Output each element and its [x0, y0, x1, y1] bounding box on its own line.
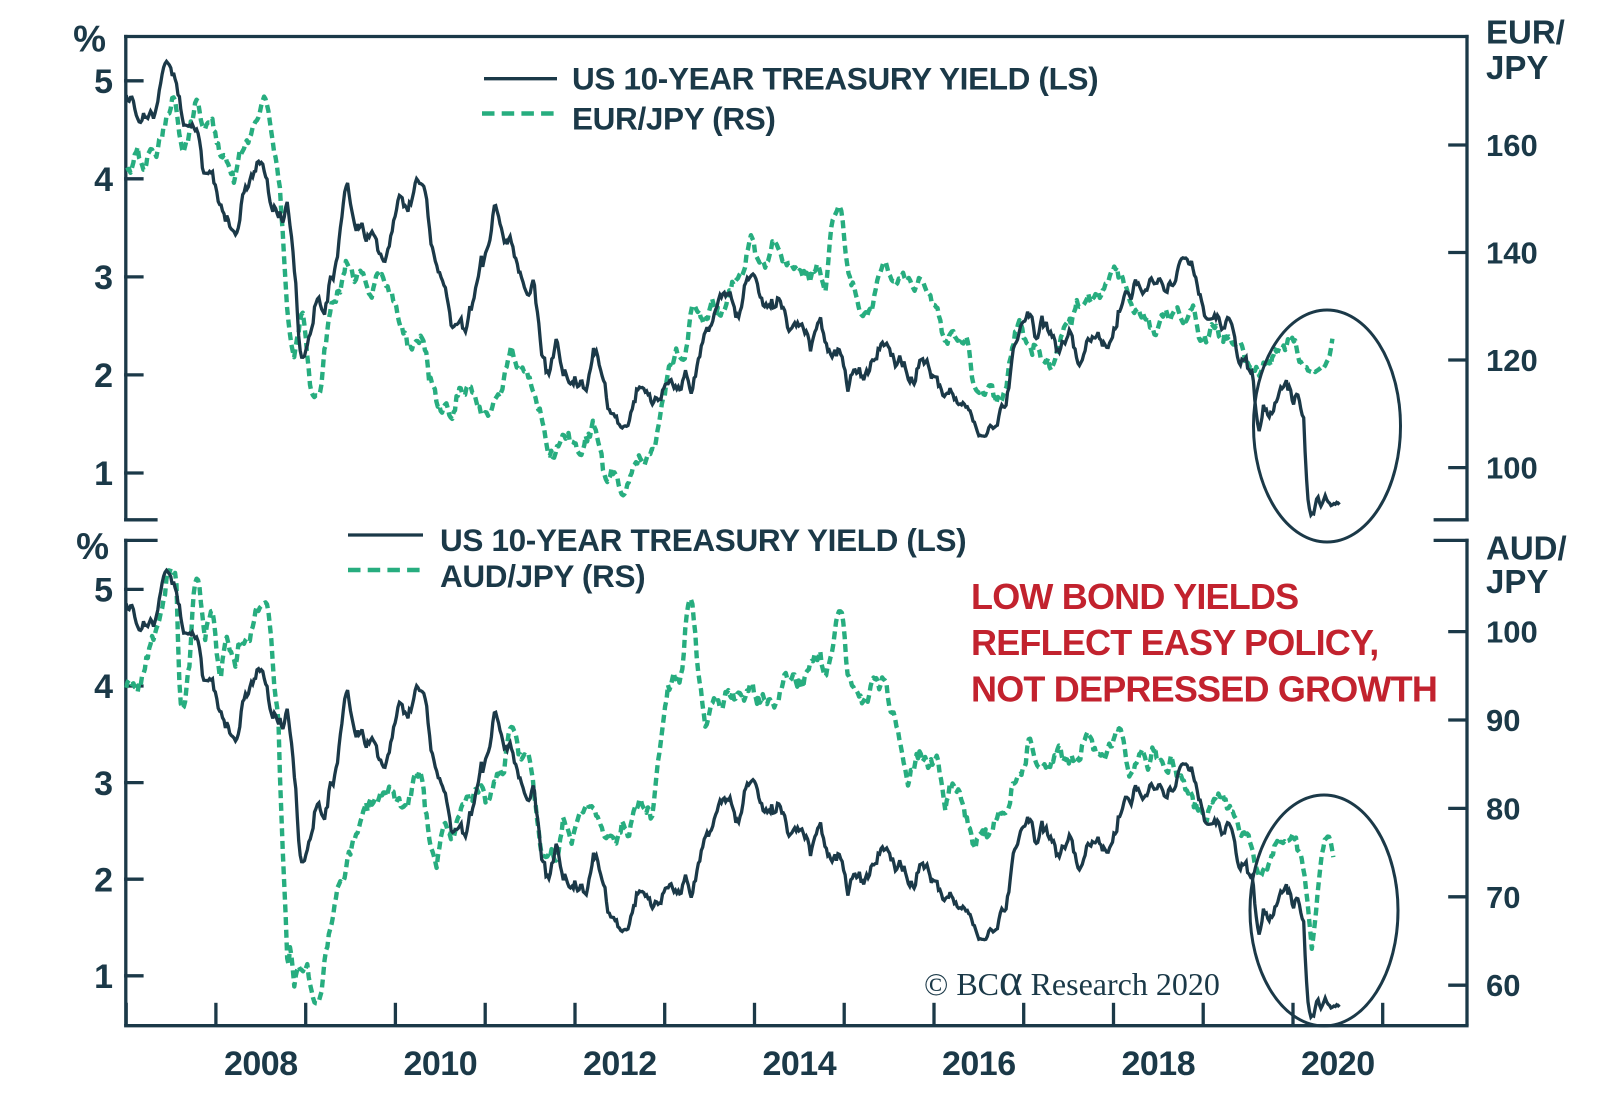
svg-text:100: 100 [1486, 615, 1538, 650]
svg-text:70: 70 [1486, 880, 1520, 915]
svg-text:AUD/JPY (RS): AUD/JPY (RS) [440, 558, 645, 594]
svg-text:2: 2 [94, 861, 113, 899]
svg-text:5: 5 [94, 63, 113, 101]
svg-text:2010: 2010 [403, 1045, 477, 1083]
svg-text:5: 5 [94, 572, 113, 610]
svg-text:100: 100 [1486, 451, 1538, 486]
svg-text:160: 160 [1486, 128, 1538, 163]
svg-text:US 10-YEAR TREASURY YIELD (LS): US 10-YEAR TREASURY YIELD (LS) [572, 61, 1098, 97]
svg-text:80: 80 [1486, 791, 1520, 826]
svg-text:EUR/: EUR/ [1486, 13, 1565, 50]
svg-text:4: 4 [94, 161, 113, 199]
svg-text:140: 140 [1486, 236, 1538, 271]
svg-text:%: % [73, 19, 106, 60]
svg-text:JPY: JPY [1486, 563, 1548, 600]
svg-text:90: 90 [1486, 703, 1520, 738]
svg-text:EUR/JPY (RS): EUR/JPY (RS) [572, 101, 776, 137]
svg-text:1: 1 [94, 958, 113, 996]
svg-text:REFLECT EASY POLICY,: REFLECT EASY POLICY, [971, 622, 1378, 663]
svg-text:2016: 2016 [942, 1045, 1016, 1083]
svg-text:1: 1 [94, 455, 113, 493]
svg-text:2012: 2012 [583, 1045, 657, 1083]
svg-text:AUD/: AUD/ [1486, 529, 1567, 566]
svg-text:%: % [76, 526, 109, 567]
svg-text:60: 60 [1486, 968, 1520, 1003]
svg-text:2020: 2020 [1301, 1045, 1375, 1083]
svg-text:LOW BOND YIELDS: LOW BOND YIELDS [971, 576, 1298, 617]
svg-text:2014: 2014 [762, 1045, 836, 1083]
svg-text:NOT DEPRESSED GROWTH: NOT DEPRESSED GROWTH [971, 669, 1437, 710]
svg-text:2008: 2008 [224, 1045, 298, 1083]
svg-text:2: 2 [94, 357, 113, 395]
svg-text:4: 4 [94, 668, 113, 706]
svg-text:2018: 2018 [1121, 1045, 1195, 1083]
svg-text:JPY: JPY [1486, 49, 1548, 86]
svg-text:US 10-YEAR TREASURY YIELD (LS): US 10-YEAR TREASURY YIELD (LS) [440, 522, 966, 558]
svg-text:3: 3 [94, 765, 113, 803]
svg-text:120: 120 [1486, 343, 1538, 378]
svg-text:3: 3 [94, 259, 113, 297]
